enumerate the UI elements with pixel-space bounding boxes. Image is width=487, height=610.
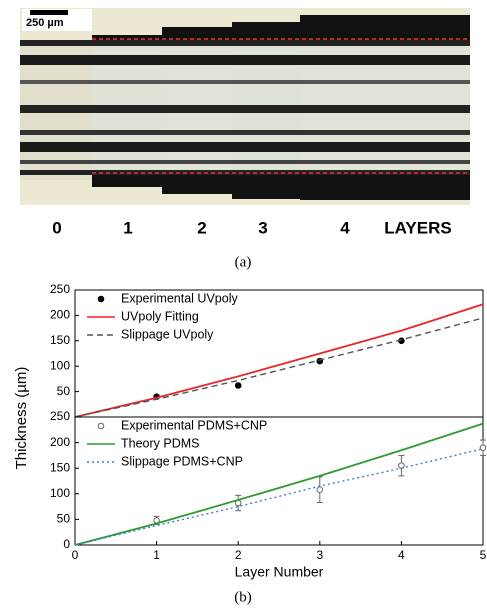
y-tick-label: 150 <box>50 460 70 474</box>
legend-swatch <box>98 423 104 429</box>
legend-swatch <box>98 296 104 302</box>
x-axis-label: Layer Number <box>235 564 324 580</box>
y-tick-label: 250 <box>50 282 70 296</box>
scale-bar-label: 250 µm <box>26 17 64 29</box>
legend-label: Theory PDMS <box>121 436 200 450</box>
y-axis-label: Thickness (µm) <box>13 367 30 470</box>
y-tick-label: 250 <box>50 409 70 423</box>
layer-label: 4 <box>340 218 350 237</box>
x-tick-label: 5 <box>480 548 487 562</box>
x-tick-label: 4 <box>398 548 405 562</box>
y-tick-label: 200 <box>50 435 70 449</box>
y-tick-label: 50 <box>57 512 71 526</box>
layer-label: 1 <box>123 218 132 237</box>
legend-label: UVpoly Fitting <box>121 309 199 323</box>
data-point <box>317 487 323 493</box>
layer-label: 0 <box>52 218 61 237</box>
y-tick-label: 50 <box>57 384 71 398</box>
caption: (a) <box>235 254 252 270</box>
y-tick-label: 150 <box>50 333 70 347</box>
data-point <box>235 383 241 389</box>
caption: (b) <box>234 589 252 605</box>
layer-label: 2 <box>197 218 206 237</box>
legend-label: Slippage UVpoly <box>121 327 214 341</box>
layer-label: LAYERS <box>384 218 451 237</box>
layer-label: 3 <box>258 218 267 237</box>
legend-label: Experimental PDMS+CNP <box>121 418 267 432</box>
x-tick-label: 0 <box>72 548 79 562</box>
y-tick-label: 0 <box>63 537 70 551</box>
y-tick-label: 100 <box>50 486 70 500</box>
x-tick-label: 2 <box>235 548 242 562</box>
x-tick-label: 1 <box>153 548 160 562</box>
legend-label: Slippage PDMS+CNP <box>121 454 243 468</box>
legend-label: Experimental UVpoly <box>121 291 238 305</box>
data-point <box>480 445 486 451</box>
micrograph: 250 µm <box>20 8 470 205</box>
y-tick-label: 100 <box>50 358 70 372</box>
y-tick-label: 200 <box>50 308 70 322</box>
figure: 250 µm 0 1 2 3 4 LAYERS (a) Thickness (µ… <box>0 0 487 610</box>
x-tick-label: 3 <box>316 548 323 562</box>
